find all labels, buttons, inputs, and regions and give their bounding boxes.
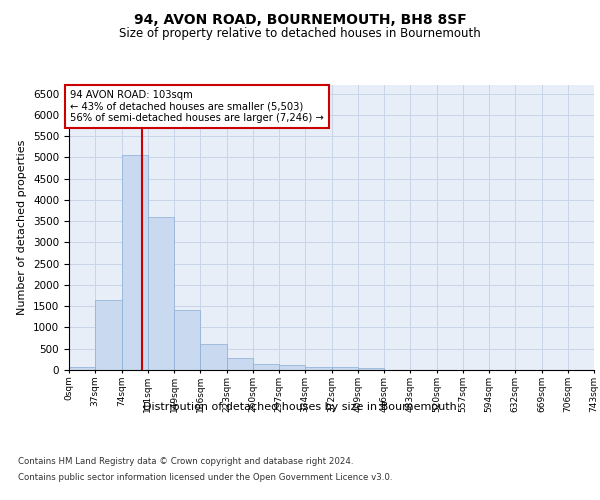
Bar bbox=[305, 367, 331, 370]
Text: Contains HM Land Registry data © Crown copyright and database right 2024.: Contains HM Land Registry data © Crown c… bbox=[18, 458, 353, 466]
Text: Size of property relative to detached houses in Bournemouth: Size of property relative to detached ho… bbox=[119, 28, 481, 40]
Bar bbox=[227, 358, 253, 370]
Bar bbox=[69, 367, 95, 370]
Y-axis label: Number of detached properties: Number of detached properties bbox=[17, 140, 28, 315]
Text: Distribution of detached houses by size in Bournemouth: Distribution of detached houses by size … bbox=[143, 402, 457, 412]
Text: 94 AVON ROAD: 103sqm
← 43% of detached houses are smaller (5,503)
56% of semi-de: 94 AVON ROAD: 103sqm ← 43% of detached h… bbox=[70, 90, 324, 124]
Bar bbox=[121, 155, 148, 370]
Bar bbox=[148, 217, 174, 370]
Bar bbox=[200, 344, 227, 370]
Bar bbox=[174, 310, 200, 370]
Text: 94, AVON ROAD, BOURNEMOUTH, BH8 8SF: 94, AVON ROAD, BOURNEMOUTH, BH8 8SF bbox=[134, 12, 466, 26]
Bar bbox=[253, 364, 279, 370]
Bar bbox=[279, 366, 305, 370]
Text: Contains public sector information licensed under the Open Government Licence v3: Contains public sector information licen… bbox=[18, 472, 392, 482]
Bar bbox=[331, 367, 358, 370]
Bar bbox=[358, 368, 384, 370]
Bar bbox=[95, 300, 121, 370]
